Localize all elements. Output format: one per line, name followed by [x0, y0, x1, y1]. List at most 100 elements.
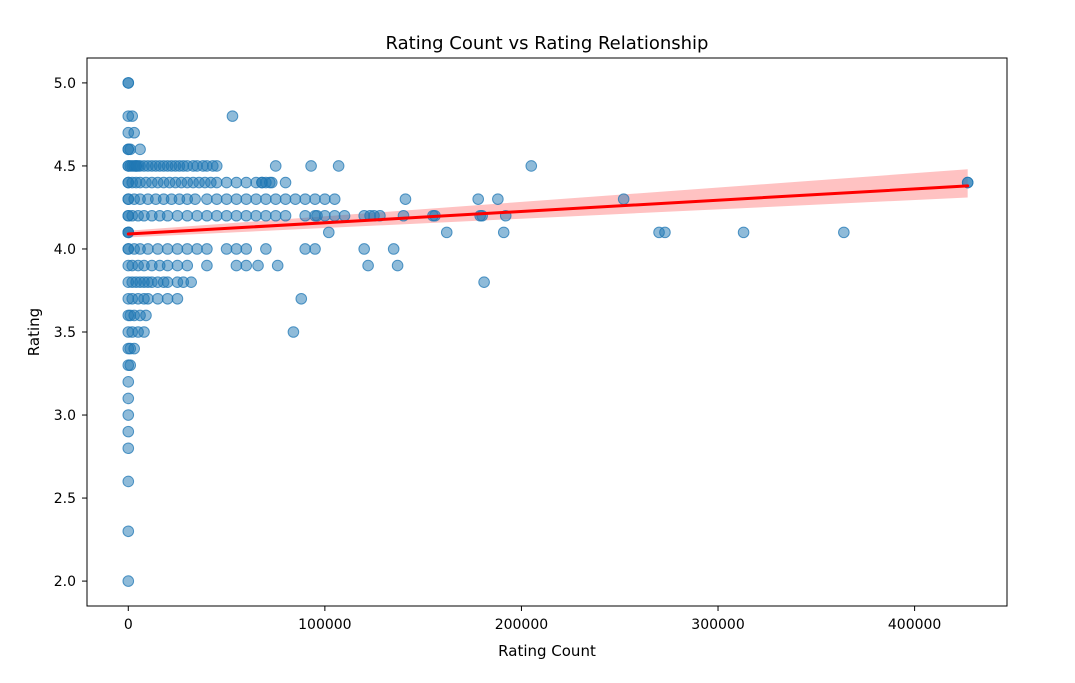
- data-point: [171, 259, 184, 272]
- x-tick-label: 100000: [298, 617, 351, 633]
- y-tick-label: 3.0: [54, 408, 76, 424]
- data-point: [391, 259, 404, 272]
- regression-line-layer: [126, 184, 970, 236]
- chart-title: Rating Count vs Rating Relationship: [386, 33, 709, 54]
- data-point: [230, 209, 243, 222]
- data-point: [220, 243, 233, 255]
- data-point: [299, 193, 312, 205]
- data-point: [210, 193, 223, 205]
- data-point: [260, 209, 272, 222]
- data-points-layer: [122, 77, 974, 587]
- data-point: [279, 176, 292, 189]
- data-point: [230, 176, 243, 189]
- data-point: [151, 292, 164, 305]
- data-point: [171, 243, 184, 255]
- data-point: [737, 226, 750, 239]
- data-point: [472, 193, 484, 205]
- data-point: [185, 276, 197, 288]
- data-point: [240, 176, 253, 189]
- data-point: [128, 126, 140, 139]
- data-point: [128, 342, 140, 355]
- axes-layer: [86, 57, 1008, 607]
- data-point: [319, 193, 331, 205]
- data-point: [279, 193, 292, 205]
- data-point: [161, 276, 174, 288]
- data-point: [260, 193, 272, 205]
- data-point: [387, 243, 400, 255]
- data-point: [191, 209, 203, 222]
- data-point: [399, 193, 412, 205]
- data-point: [134, 143, 146, 156]
- data-point: [295, 292, 308, 305]
- data-point: [440, 226, 453, 239]
- data-point: [311, 209, 323, 222]
- data-point: [328, 193, 341, 205]
- data-point: [122, 425, 135, 438]
- data-point: [210, 209, 223, 222]
- data-point: [122, 475, 135, 488]
- x-tick-label: 0: [124, 617, 133, 633]
- data-point: [332, 160, 345, 172]
- y-tick-label: 4.0: [54, 242, 76, 258]
- data-point: [122, 376, 135, 388]
- data-point: [226, 110, 239, 122]
- y-tick-label: 2.0: [54, 574, 76, 590]
- data-point: [210, 176, 223, 189]
- data-point: [322, 226, 335, 239]
- data-point: [201, 259, 213, 272]
- data-point: [181, 209, 194, 222]
- data-point: [240, 193, 253, 205]
- data-point: [151, 243, 164, 255]
- regression-line: [126, 184, 970, 236]
- data-point: [126, 110, 139, 122]
- data-point: [142, 243, 154, 255]
- data-point: [189, 193, 201, 205]
- data-point: [220, 193, 233, 205]
- data-point: [309, 193, 321, 205]
- data-point: [138, 326, 150, 338]
- data-point: [191, 243, 203, 255]
- data-point: [220, 209, 233, 222]
- x-tick-label: 300000: [691, 617, 744, 633]
- data-point: [181, 259, 194, 272]
- data-point: [269, 160, 282, 172]
- x-tick-label: 200000: [495, 617, 548, 633]
- data-point: [161, 209, 174, 222]
- data-point: [497, 226, 510, 239]
- data-point: [309, 243, 321, 255]
- data-point: [181, 243, 194, 255]
- data-point: [240, 259, 253, 272]
- y-tick-label: 2.5: [54, 491, 76, 507]
- data-point: [492, 193, 504, 205]
- data-point: [240, 209, 253, 222]
- y-tick-label: 4.5: [54, 159, 76, 175]
- data-point: [220, 176, 233, 189]
- data-point: [124, 143, 137, 156]
- data-point: [161, 259, 174, 272]
- data-point: [240, 243, 253, 255]
- data-point: [269, 209, 282, 222]
- plot-frame: [86, 57, 1008, 607]
- data-point: [122, 77, 135, 89]
- data-point: [130, 160, 142, 172]
- data-point: [289, 193, 302, 205]
- tick-layer: 0 100000 200000 300000 400000 2.0 2.5 3.0 3.5 4.0…: [54, 76, 942, 633]
- data-point: [250, 209, 262, 222]
- data-point: [478, 276, 490, 288]
- data-point: [230, 259, 243, 272]
- x-axis-label: Rating Count: [498, 642, 596, 660]
- data-point: [230, 243, 243, 255]
- data-point: [299, 243, 312, 255]
- data-point: [124, 359, 137, 372]
- data-point: [838, 226, 850, 239]
- data-point: [474, 209, 486, 222]
- data-point: [362, 259, 374, 272]
- data-point: [140, 309, 152, 322]
- y-tick-label: 3.5: [54, 325, 76, 341]
- data-point: [161, 243, 174, 255]
- y-axis-label: Rating: [25, 308, 43, 356]
- data-point: [171, 292, 184, 305]
- data-point: [260, 243, 272, 255]
- data-point: [161, 292, 174, 305]
